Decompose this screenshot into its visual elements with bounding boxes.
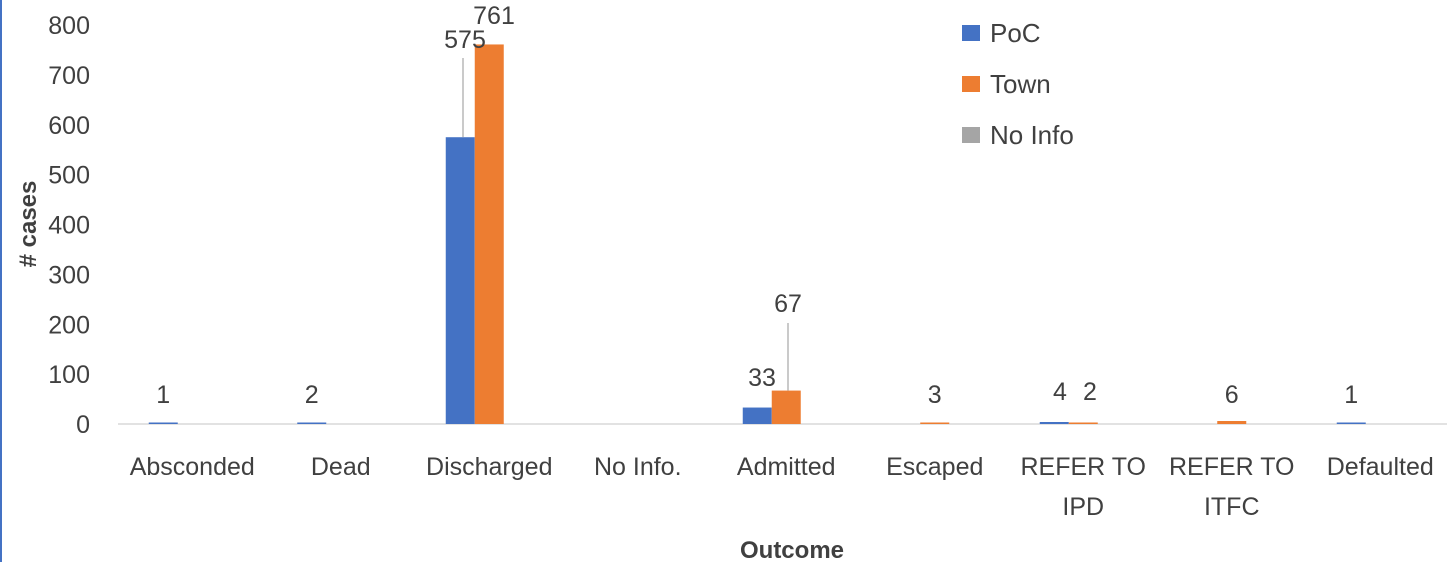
y-tick-label: 500 [48,162,90,190]
data-label: 575 [444,26,486,54]
x-category-label: Escaped [886,453,983,481]
legend-label: Town [990,69,1051,99]
y-tick-label: 0 [76,411,90,439]
data-label: 2 [305,381,319,409]
data-label: 6 [1225,381,1239,409]
legend-swatch [962,76,980,92]
y-axis-title: # cases [15,181,42,268]
data-label: 67 [774,290,802,318]
y-tick-label: 200 [48,311,90,339]
x-category-label: Admitted [737,453,836,481]
y-tick-label: 600 [48,112,90,140]
bar-poc [742,407,772,424]
bar-town [474,44,504,425]
data-label: 2 [1083,378,1097,406]
bar-poc [445,137,475,424]
data-label: 4 [1053,378,1067,406]
legend-label: No Info [990,120,1074,150]
x-category-label: No Info. [594,453,682,481]
legend-swatch [962,25,980,41]
data-label: 761 [473,2,515,30]
x-category-label: REFER TO [1169,453,1295,481]
data-label: 33 [748,364,776,392]
bar-town [771,390,801,424]
data-label: 1 [1344,381,1358,409]
bar-town [920,422,950,424]
x-category-label: ITFC [1204,493,1260,521]
bar-poc [1336,422,1366,424]
bar-town [1068,422,1098,424]
y-tick-label: 300 [48,261,90,289]
x-category-label: Dead [311,453,371,481]
x-category-label: REFER TO [1021,453,1147,481]
bar-poc [148,422,178,424]
data-label: 3 [928,381,942,409]
legend-label: PoC [990,18,1041,48]
y-tick-label: 400 [48,212,90,240]
y-tick-label: 800 [48,12,90,40]
data-label: 1 [156,381,170,409]
x-category-label: Defaulted [1327,453,1434,481]
y-tick-label: 700 [48,62,90,90]
left-border [0,0,2,562]
bar-poc [1039,422,1069,424]
bar-town [1217,421,1247,424]
x-axis-title: Outcome [740,537,844,562]
x-category-label: Discharged [426,453,552,481]
legend-swatch [962,127,980,143]
y-tick-label: 100 [48,361,90,389]
bar-poc [297,422,327,424]
x-category-label: IPD [1062,493,1104,521]
x-category-label: Absconded [130,453,255,481]
